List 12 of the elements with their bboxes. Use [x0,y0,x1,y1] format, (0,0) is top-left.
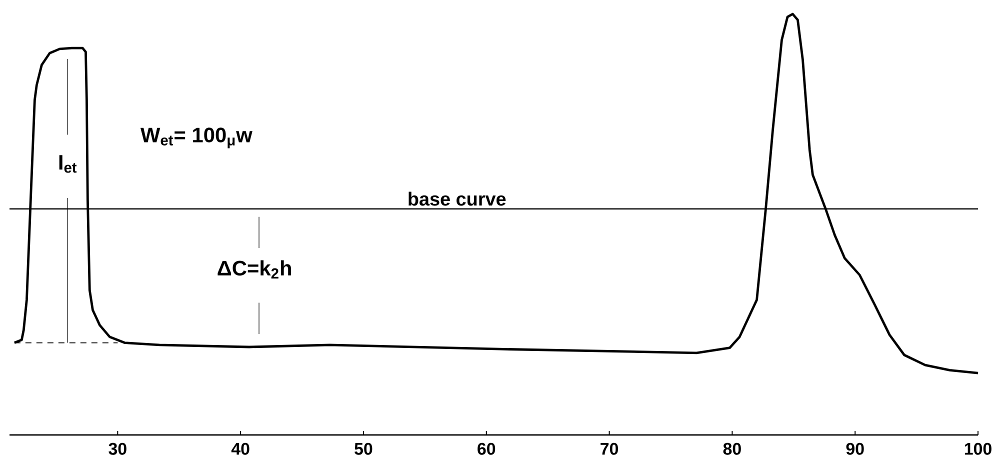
annotation: W$_{et}$= 100$_{μ}$w [140,128,252,148]
x-tick-label: 80 [723,442,741,455]
x-tick-label: 70 [600,442,618,455]
annotation: ΔC=k$_{2}$h [218,260,291,278]
ref-line-label: base curve [408,192,506,206]
x-tick-label: 40 [231,442,250,455]
x-tick-label: 30 [108,442,126,455]
x-tick-label: 90 [846,442,864,455]
x-tick-label: 50 [354,442,372,455]
x-tick-label: 100 [964,442,992,455]
annotation: I$_{et}$ [59,155,77,173]
x-tick-label: 60 [478,442,496,455]
